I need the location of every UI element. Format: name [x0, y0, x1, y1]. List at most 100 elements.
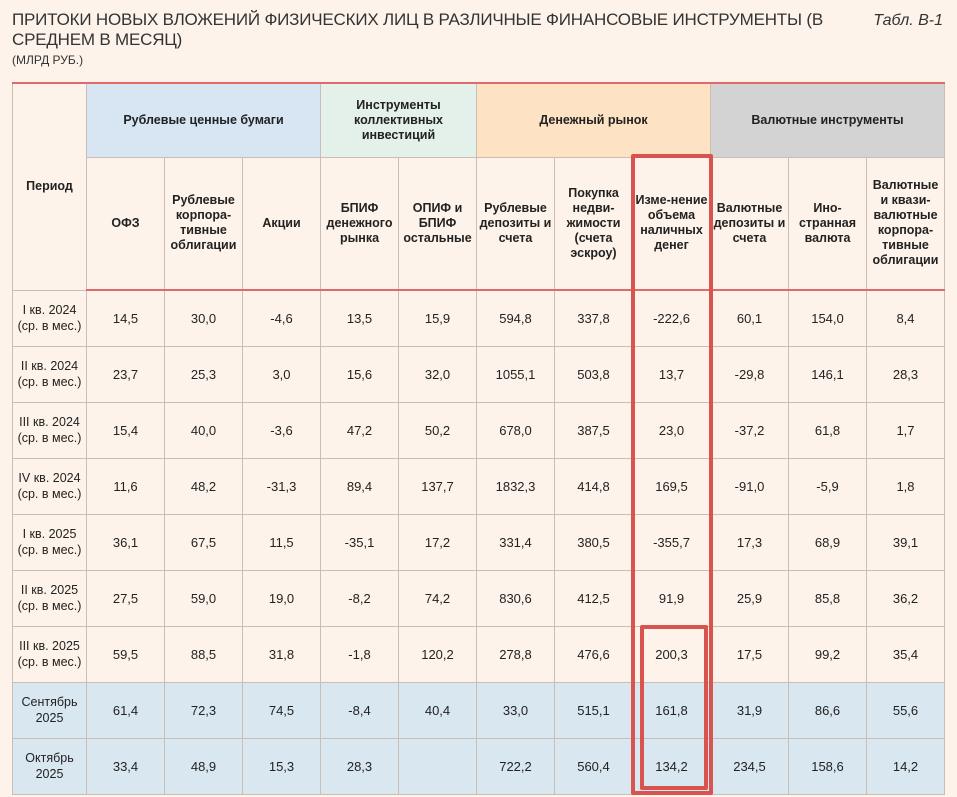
col-header-foreign-currency: Ино-странная валюта: [788, 156, 867, 291]
col-header-corp-bonds: Рублевые корпора-тивные облигации: [164, 156, 243, 291]
row-period-cell: Сентябрь 2025: [12, 681, 87, 739]
value-cell: 91,9: [632, 569, 711, 627]
value-cell: 278,8: [476, 625, 555, 683]
value-cell: 161,8: [632, 681, 711, 739]
value-cell: -31,3: [242, 457, 321, 515]
value-cell: 48,2: [164, 457, 243, 515]
value-cell: -4,6: [242, 289, 321, 347]
value-cell: 36,2: [866, 569, 945, 627]
value-cell: 30,0: [164, 289, 243, 347]
value-cell: 68,9: [788, 513, 867, 571]
value-cell: 337,8: [554, 289, 633, 347]
value-cell: 515,1: [554, 681, 633, 739]
table-row: II кв. 2024 (ср. в мес.) 23,7 25,3 3,0 15,6 3…: [12, 345, 945, 403]
value-cell: 72,3: [164, 681, 243, 739]
units-label: (МЛРД РУБ.): [12, 53, 84, 67]
value-cell: 17,5: [710, 625, 789, 683]
group-collective-investments: Инструменты коллективных инвестиций: [320, 82, 477, 158]
value-cell: 146,1: [788, 345, 867, 403]
value-cell: 120,2: [398, 625, 477, 683]
value-cell: 387,5: [554, 401, 633, 459]
value-cell: 32,0: [398, 345, 477, 403]
table-body: I кв. 2024 (ср. в мес.) 14,5 30,0 -4,6 13,5 1…: [12, 289, 945, 795]
value-cell: 99,2: [788, 625, 867, 683]
value-cell: 331,4: [476, 513, 555, 571]
value-cell: 169,5: [632, 457, 711, 515]
value-cell: 61,8: [788, 401, 867, 459]
row-period-cell: II кв. 2025 (ср. в мес.): [12, 569, 87, 627]
value-cell: 59,0: [164, 569, 243, 627]
value-cell: -29,8: [710, 345, 789, 403]
value-cell: 158,6: [788, 737, 867, 795]
value-cell: -91,0: [710, 457, 789, 515]
value-cell: 830,6: [476, 569, 555, 627]
col-header-ofz: ОФЗ: [86, 156, 165, 291]
value-cell: 28,3: [866, 345, 945, 403]
value-cell: -3,6: [242, 401, 321, 459]
value-cell: 17,3: [710, 513, 789, 571]
row-period-cell: IV кв. 2024 (ср. в мес.): [12, 457, 87, 515]
table-row: Сентябрь 2025 61,4 72,3 74,5 -8,4 40,4 33,0 515…: [12, 681, 945, 739]
value-cell: 40,0: [164, 401, 243, 459]
value-cell: 200,3: [632, 625, 711, 683]
value-cell: 33,0: [476, 681, 555, 739]
table-row: Октябрь 2025 33,4 48,9 15,3 28,3 722,2 560,4 13…: [12, 737, 945, 795]
value-cell: 31,9: [710, 681, 789, 739]
col-header-ruble-deposits: Рублевые депозиты и счета: [476, 156, 555, 291]
value-cell: 722,2: [476, 737, 555, 795]
value-cell: 60,1: [710, 289, 789, 347]
table-row: IV кв. 2024 (ср. в мес.) 11,6 48,2 -31,3 89,…: [12, 457, 945, 515]
value-cell: 3,0: [242, 345, 321, 403]
value-cell: -8,4: [320, 681, 399, 739]
col-header-opif-other: ОПИФ и БПИФ остальные: [398, 156, 477, 291]
value-cell: 47,2: [320, 401, 399, 459]
value-cell: 25,3: [164, 345, 243, 403]
group-header-row: Период Рублевые ценные бумаги Инструмент…: [12, 82, 945, 291]
value-cell: -8,2: [320, 569, 399, 627]
value-cell: 560,4: [554, 737, 633, 795]
value-cell: 412,5: [554, 569, 633, 627]
value-cell: 67,5: [164, 513, 243, 571]
value-cell: 55,6: [866, 681, 945, 739]
table-row: I кв. 2025 (ср. в мес.) 36,1 67,5 11,5 -35,1…: [12, 513, 945, 571]
value-cell: 1055,1: [476, 345, 555, 403]
value-cell: 1,7: [866, 401, 945, 459]
value-cell: 414,8: [554, 457, 633, 515]
value-cell: 137,7: [398, 457, 477, 515]
table-row: II кв. 2025 (ср. в мес.) 27,5 59,0 19,0 -8,2…: [12, 569, 945, 627]
value-cell: 36,1: [86, 513, 165, 571]
value-cell: 85,8: [788, 569, 867, 627]
value-cell: 33,4: [86, 737, 165, 795]
value-cell: 13,7: [632, 345, 711, 403]
value-cell: 23,0: [632, 401, 711, 459]
value-cell: 59,5: [86, 625, 165, 683]
value-cell: 23,7: [86, 345, 165, 403]
value-cell: 13,5: [320, 289, 399, 347]
row-period-cell: I кв. 2024 (ср. в мес.): [12, 289, 87, 347]
value-cell: 594,8: [476, 289, 555, 347]
value-cell: 503,8: [554, 345, 633, 403]
value-cell: 15,9: [398, 289, 477, 347]
row-period-cell: III кв. 2025 (ср. в мес.): [12, 625, 87, 683]
value-cell: 86,6: [788, 681, 867, 739]
value-cell: 28,3: [320, 737, 399, 795]
value-cell: 154,0: [788, 289, 867, 347]
row-period-cell: I кв. 2025 (ср. в мес.): [12, 513, 87, 571]
value-cell: 15,3: [242, 737, 321, 795]
row-period-cell: Октябрь 2025: [12, 737, 87, 795]
value-cell: -5,9: [788, 457, 867, 515]
row-period-cell: II кв. 2024 (ср. в мес.): [12, 345, 87, 403]
value-cell: 14,5: [86, 289, 165, 347]
value-cell: -355,7: [632, 513, 711, 571]
col-header-fx-deposits: Валютные депозиты и счета: [710, 156, 789, 291]
col-header-real-estate: Покупка недви-жимости (счета эскроу): [554, 156, 633, 291]
value-cell: 134,2: [632, 737, 711, 795]
value-cell: 89,4: [320, 457, 399, 515]
value-cell: 11,5: [242, 513, 321, 571]
value-cell: -222,6: [632, 289, 711, 347]
table-row: III кв. 2024 (ср. в мес.) 15,4 40,0 -3,6 47,…: [12, 401, 945, 459]
value-cell: 74,5: [242, 681, 321, 739]
value-cell: 31,8: [242, 625, 321, 683]
period-header: Период: [12, 82, 87, 291]
group-fx-instruments: Валютные инструменты: [710, 82, 945, 158]
